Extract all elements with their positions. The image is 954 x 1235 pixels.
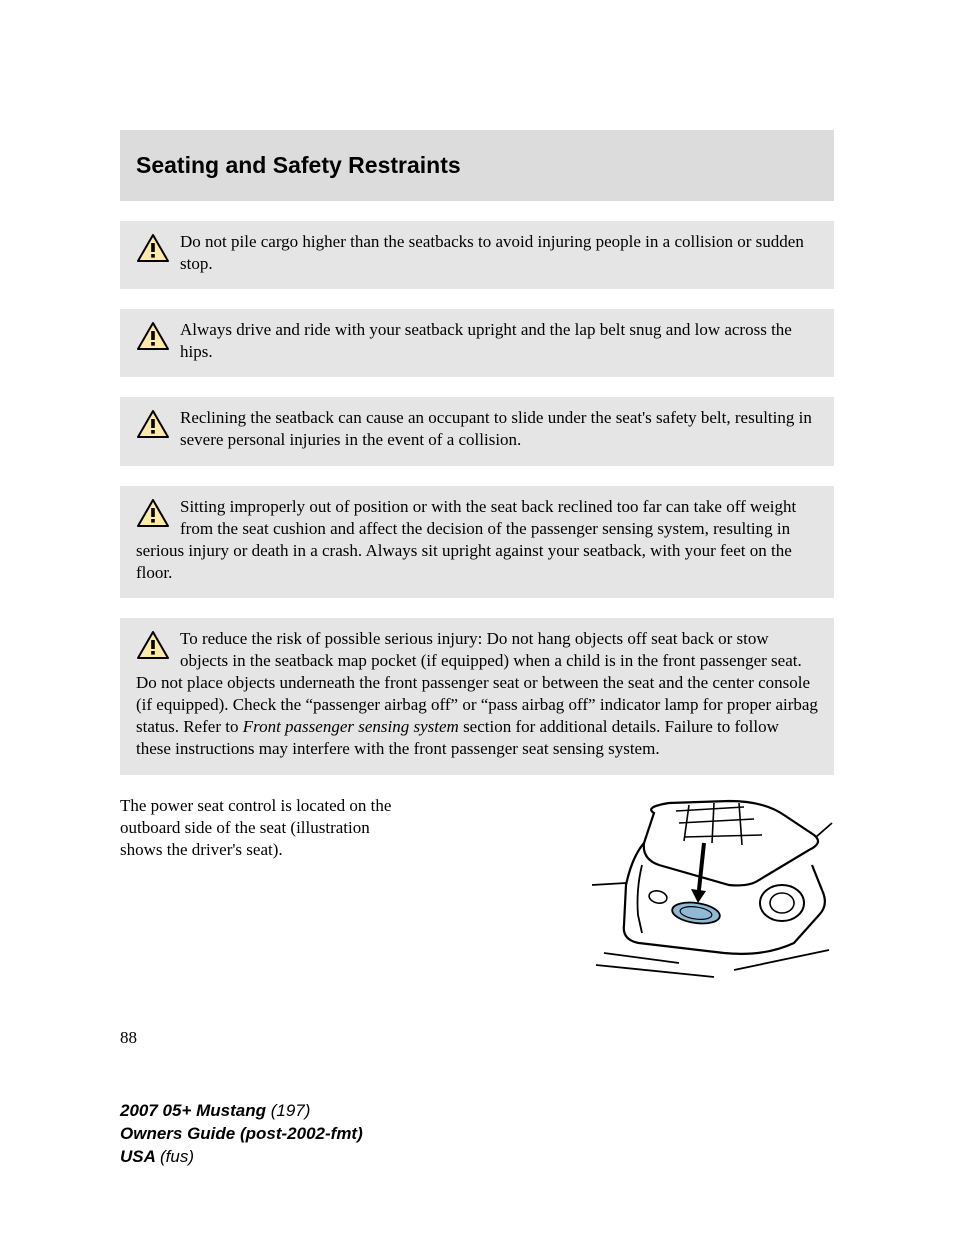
body-text: The power seat control is located on the… bbox=[120, 795, 410, 980]
body-section: The power seat control is located on the… bbox=[120, 795, 834, 980]
warning-text-3: Reclining the seatback can cause an occu… bbox=[136, 407, 818, 451]
warning-icon bbox=[136, 321, 170, 357]
warning-text-4: Sitting improperly out of position or wi… bbox=[136, 496, 818, 584]
warning-icon bbox=[136, 233, 170, 269]
section-header: Seating and Safety Restraints bbox=[120, 130, 834, 201]
footer-region-code: (fus) bbox=[160, 1147, 194, 1166]
footer-line-3: USA (fus) bbox=[120, 1146, 363, 1169]
footer-line-2: Owners Guide (post-2002-fmt) bbox=[120, 1123, 363, 1146]
warning-box-3: Reclining the seatback can cause an occu… bbox=[120, 397, 834, 465]
footer: 2007 05+ Mustang (197) Owners Guide (pos… bbox=[120, 1100, 363, 1169]
warning-box-2: Always drive and ride with your seatback… bbox=[120, 309, 834, 377]
warning-box-5: To reduce the risk of possible serious i… bbox=[120, 618, 834, 775]
footer-region: USA bbox=[120, 1147, 160, 1166]
warning-box-1: Do not pile cargo higher than the seatba… bbox=[120, 221, 834, 289]
warning-icon bbox=[136, 409, 170, 445]
w5-italic: Front passenger sensing system bbox=[243, 717, 459, 736]
section-title: Seating and Safety Restraints bbox=[136, 152, 818, 179]
warning-text-2: Always drive and ride with your seatback… bbox=[136, 319, 818, 363]
warning-text-1: Do not pile cargo higher than the seatba… bbox=[136, 231, 818, 275]
footer-line-1: 2007 05+ Mustang (197) bbox=[120, 1100, 363, 1123]
page-number: 88 bbox=[120, 1028, 834, 1048]
seat-illustration bbox=[430, 795, 834, 980]
warning-box-4: Sitting improperly out of position or wi… bbox=[120, 486, 834, 598]
warning-icon bbox=[136, 498, 170, 534]
warning-icon bbox=[136, 630, 170, 666]
footer-code: (197) bbox=[271, 1101, 311, 1120]
warning-text-5: To reduce the risk of possible serious i… bbox=[136, 628, 818, 761]
footer-model: 2007 05+ Mustang bbox=[120, 1101, 271, 1120]
